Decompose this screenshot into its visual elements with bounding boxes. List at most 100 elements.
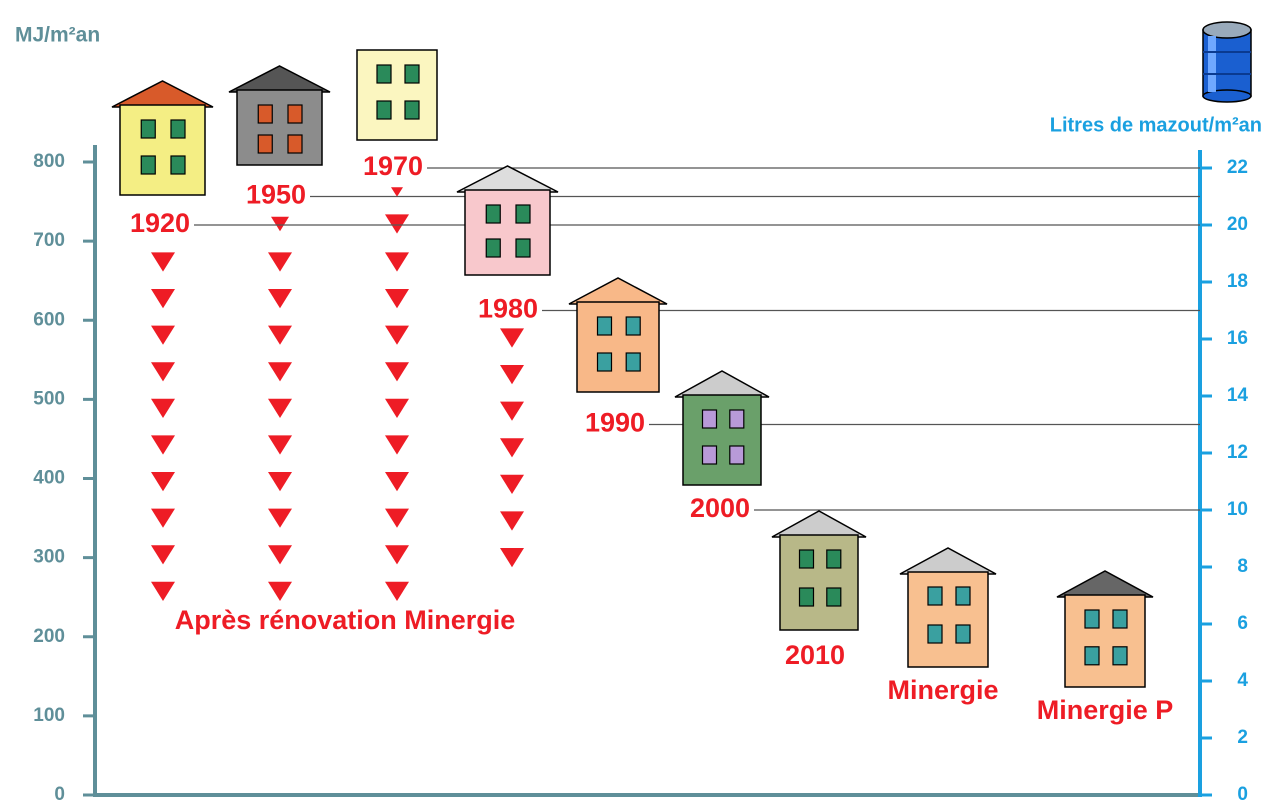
window [515, 238, 531, 258]
label-bg [126, 208, 194, 239]
arrow [268, 472, 292, 492]
window [955, 624, 971, 644]
window [1084, 609, 1100, 629]
label-bg [581, 407, 649, 438]
building-body [682, 394, 762, 486]
arrow [268, 362, 292, 382]
window [701, 445, 718, 465]
y-tick-label: 100 [33, 705, 65, 726]
arrow [268, 508, 292, 528]
window [625, 316, 641, 336]
roof [568, 277, 668, 305]
y2-tick-label: 22 [1227, 157, 1248, 178]
arrow [385, 289, 409, 309]
window [927, 586, 943, 606]
window [729, 409, 745, 429]
arrow [151, 435, 175, 455]
roof [456, 165, 559, 193]
arrow [500, 365, 524, 385]
roof [771, 510, 867, 538]
roof [1056, 570, 1154, 598]
arrow [151, 472, 175, 492]
arrow [151, 581, 175, 601]
arrow [385, 545, 409, 565]
window [257, 104, 273, 124]
window [1112, 609, 1128, 629]
window [404, 64, 420, 84]
arrow [500, 328, 524, 348]
category-label: Minergie P [1037, 695, 1174, 725]
y2-tick-label: 10 [1227, 499, 1248, 520]
y-axis-title: MJ/m²an [15, 24, 100, 47]
building-body [779, 534, 859, 631]
label-bg [242, 179, 310, 210]
window [170, 119, 186, 139]
y2-tick-label: 2 [1237, 727, 1248, 748]
building [674, 370, 770, 486]
label-bg [781, 640, 849, 671]
category-label: 1970 [363, 151, 423, 181]
y2-tick-label: 8 [1237, 556, 1248, 577]
building-body [356, 49, 438, 141]
arrow [385, 581, 409, 601]
arrow [385, 435, 409, 455]
y-tick-label: 500 [33, 388, 65, 409]
building [568, 277, 668, 393]
arrow [271, 216, 289, 232]
arrow [151, 325, 175, 345]
y2-tick-label: 12 [1227, 442, 1248, 463]
arrow [151, 252, 175, 272]
window [140, 155, 156, 175]
arrow [391, 187, 403, 197]
label-bg [884, 675, 1002, 706]
window [257, 134, 273, 154]
window [170, 155, 186, 175]
window [729, 445, 745, 465]
window [955, 586, 971, 606]
arrow [151, 289, 175, 309]
y2-tick-label: 16 [1227, 328, 1248, 349]
category-label: 2010 [785, 640, 845, 670]
y-tick-label: 400 [33, 468, 65, 489]
window [1084, 646, 1100, 666]
barrel-icon [1202, 21, 1252, 103]
arrow [385, 214, 409, 234]
label-bg [359, 151, 427, 182]
y2-tick-label: 4 [1237, 670, 1248, 691]
window [485, 238, 501, 258]
arrow [385, 508, 409, 528]
building [456, 165, 559, 276]
category-label: 1950 [246, 180, 306, 210]
arrow [500, 401, 524, 421]
roof [228, 65, 331, 93]
arrow [268, 325, 292, 345]
arrow [268, 289, 292, 309]
building [356, 49, 438, 141]
y-tick-label: 200 [33, 626, 65, 647]
roof [899, 547, 997, 575]
building [1056, 570, 1154, 688]
window [515, 204, 531, 224]
window [625, 352, 641, 372]
y2-tick-label: 20 [1227, 214, 1248, 235]
building-body [236, 89, 323, 166]
window [287, 104, 303, 124]
window [287, 134, 303, 154]
window [376, 100, 392, 120]
arrow [151, 545, 175, 565]
annotation: Après rénovation Minergie [175, 605, 516, 635]
window [798, 587, 815, 607]
label-bg [474, 293, 542, 324]
arrow [268, 581, 292, 601]
arrow [385, 325, 409, 345]
arrow [151, 362, 175, 382]
window [1112, 646, 1128, 666]
window [596, 352, 613, 372]
category-label: 1980 [478, 294, 538, 324]
arrow [385, 252, 409, 272]
arrow [268, 252, 292, 272]
building [899, 547, 997, 668]
label-bg [1033, 695, 1177, 726]
y2-tick-label: 14 [1227, 385, 1249, 406]
